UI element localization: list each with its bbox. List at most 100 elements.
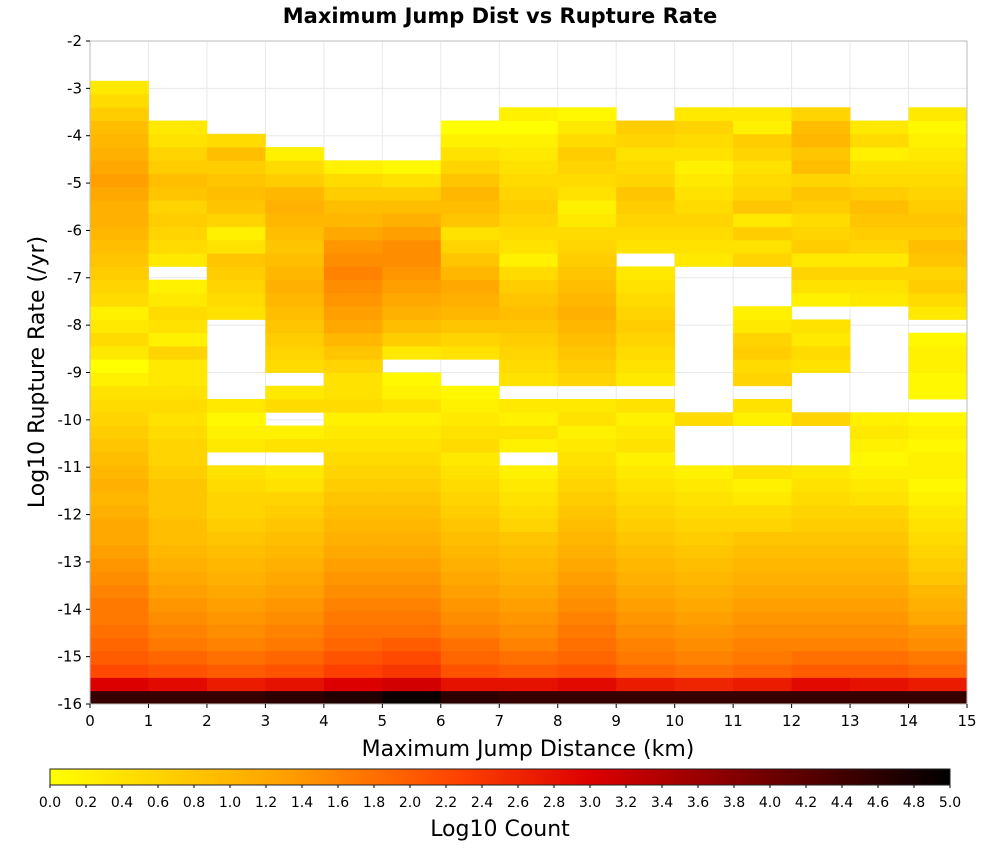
heatmap-cell [674, 147, 734, 161]
heatmap-cell [148, 226, 208, 241]
heatmap-cell [733, 544, 792, 559]
heatmap-cell [616, 491, 676, 506]
heatmap-cell [850, 412, 909, 426]
heatmap-cell [90, 584, 149, 599]
x-tick-label: 1 [144, 712, 154, 730]
heatmap-cell [733, 531, 792, 546]
heatmap-cell [323, 690, 383, 705]
heatmap-cell [265, 558, 325, 572]
heatmap-cell [323, 677, 383, 692]
heatmap-cell [908, 147, 968, 161]
heatmap-cell [440, 332, 500, 347]
heatmap-cell [616, 279, 676, 294]
heatmap-cell [557, 690, 617, 705]
heatmap-cell [616, 213, 676, 228]
heatmap-cell [90, 491, 149, 506]
heatmap-cell [499, 399, 559, 413]
heatmap-cell [499, 372, 559, 387]
heatmap-cell [323, 452, 383, 466]
heatmap-cell [148, 359, 208, 373]
heatmap-cell [90, 253, 149, 267]
heatmap-cell [499, 624, 559, 639]
heatmap-cell [908, 239, 968, 254]
heatmap-cell [206, 544, 266, 559]
heatmap-cell [850, 690, 909, 705]
heatmap-cell [382, 213, 442, 228]
heatmap-cell [733, 200, 792, 214]
heatmap-cell [323, 571, 383, 586]
heatmap-cell [206, 438, 266, 453]
heatmap-cell [733, 399, 792, 413]
heatmap-cell [265, 544, 325, 559]
heatmap-cell [616, 664, 676, 678]
heatmap-cell [674, 544, 734, 559]
heatmap-cell [791, 491, 851, 506]
heatmap-cell [265, 173, 325, 188]
heatmap-cell [90, 200, 149, 214]
heatmap-cell [791, 558, 851, 572]
heatmap-cell [499, 306, 559, 320]
heatmap-cell [323, 173, 383, 188]
heatmap-cell [908, 173, 968, 188]
heatmap-cell [791, 200, 851, 214]
heatmap-cell [90, 399, 149, 413]
heatmap-cell [499, 491, 559, 506]
heatmap-cell [908, 332, 968, 347]
colorbar-tick-label: 2.4 [471, 795, 493, 811]
heatmap-cell [557, 133, 617, 148]
heatmap-cell [265, 399, 325, 413]
colorbar-tick-label: 4.2 [795, 795, 817, 811]
heatmap-cell [265, 624, 325, 639]
heatmap-cell [674, 531, 734, 546]
colorbar-tick-label: 0.8 [183, 795, 205, 811]
heatmap-cell [265, 239, 325, 254]
heatmap-cell [557, 677, 617, 692]
colorbar-tick-label: 3.2 [615, 795, 637, 811]
y-tick-label: -2 [67, 32, 82, 50]
x-tick-label: 4 [319, 712, 329, 730]
heatmap-cell [265, 359, 325, 373]
heatmap-cell [265, 226, 325, 241]
heatmap-cell [265, 664, 325, 678]
heatmap-cell [440, 505, 500, 519]
heatmap-cell [557, 611, 617, 625]
heatmap-cell [674, 664, 734, 678]
heatmap-cell [206, 425, 266, 440]
heatmap-cell [616, 425, 676, 440]
heatmap-cell [148, 147, 208, 161]
x-tick-label: 13 [841, 712, 860, 730]
heatmap-cell [382, 173, 442, 188]
heatmap-cell [265, 332, 325, 347]
heatmap-cell [90, 452, 149, 466]
x-tick-label: 14 [899, 712, 918, 730]
y-tick-label: -3 [67, 79, 82, 97]
heatmap-cell [440, 200, 500, 214]
heatmap-cell [90, 213, 149, 228]
heatmap-cell [148, 690, 208, 705]
heatmap-cell [791, 664, 851, 678]
heatmap-cell [148, 213, 208, 228]
heatmap-cell [850, 491, 909, 506]
heatmap-cells [90, 80, 968, 705]
heatmap-cell [148, 173, 208, 188]
heatmap-cell [90, 94, 149, 108]
heatmap-cell [323, 584, 383, 599]
heatmap-cell [440, 385, 500, 400]
heatmap-cell [850, 478, 909, 493]
x-tick-label: 7 [494, 712, 504, 730]
heatmap-cell [616, 399, 676, 413]
heatmap-cell [791, 133, 851, 148]
x-tick-label: 10 [665, 712, 684, 730]
heatmap-cell [148, 664, 208, 678]
heatmap-cell [850, 597, 909, 612]
heatmap-cell [90, 611, 149, 625]
heatmap-cell [674, 226, 734, 241]
colorbar-tick-label: 3.8 [723, 795, 745, 811]
heatmap-cell [557, 266, 617, 281]
heatmap-cell [616, 200, 676, 214]
heatmap-cell [148, 186, 208, 201]
heatmap-cell [791, 544, 851, 559]
heatmap-cell [616, 505, 676, 519]
heatmap-cell [265, 200, 325, 214]
colorbar-tick-label: 0.4 [111, 795, 133, 811]
